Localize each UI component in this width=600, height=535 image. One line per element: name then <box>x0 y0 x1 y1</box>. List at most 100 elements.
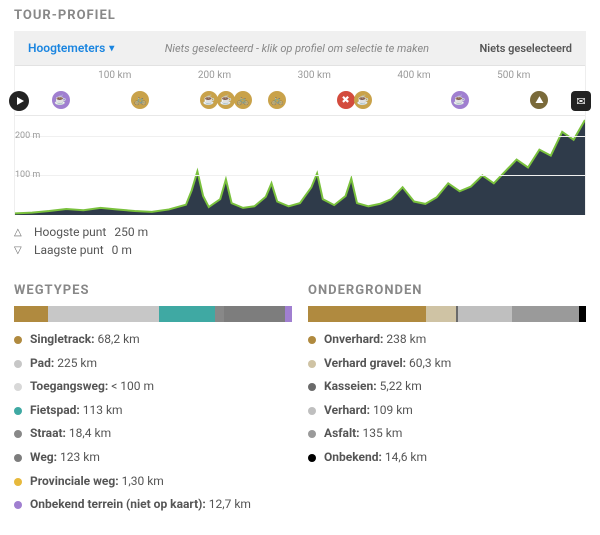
gridline <box>15 136 585 137</box>
xaxis-tick: 300 km <box>298 70 331 81</box>
triangle-down-icon: ▽ <box>14 245 26 256</box>
elevation-stats: △ Hoogste punt 250 m ▽ Laagste punt 0 m <box>0 215 600 275</box>
waytypes-column: WEGTYPES Singletrack: 68,2 km Pad: 225 km… <box>14 275 292 521</box>
lowest-point-row: ▽ Laagste punt 0 m <box>14 243 586 257</box>
legend-dot-icon <box>14 360 22 368</box>
poi-marker-icon[interactable]: 🚲 <box>131 91 149 109</box>
legend-text: Provinciale weg: 1,30 km <box>30 474 164 490</box>
surfaces-stackbar <box>308 306 586 322</box>
xaxis-tick: 400 km <box>397 70 430 81</box>
legend-dot-icon <box>14 501 22 509</box>
breakdown-columns: WEGTYPES Singletrack: 68,2 km Pad: 225 km… <box>0 275 600 535</box>
legend-text: Verhard: 109 km <box>324 403 413 419</box>
legend-item: Fietspad: 113 km <box>14 403 292 419</box>
triangle-up-icon: △ <box>14 227 26 238</box>
elevation-dropdown[interactable]: Hoogtemeters ▾ <box>28 41 114 55</box>
legend-item: Kasseien: 5,22 km <box>308 379 586 395</box>
legend-text: Asfalt: 135 km <box>324 426 402 442</box>
stackbar-segment <box>159 306 215 322</box>
legend-item: Verhard: 109 km <box>308 403 586 419</box>
legend-dot-icon <box>308 360 316 368</box>
stackbar-segment <box>285 306 291 322</box>
highest-value: 250 m <box>114 225 148 239</box>
highest-label: Hoogste punt <box>34 225 106 239</box>
legend-dot-icon <box>308 407 316 415</box>
surfaces-legend: Onverhard: 238 km Verhard gravel: 60,3 km… <box>308 332 586 466</box>
legend-dot-icon <box>308 336 316 344</box>
stackbar-segment <box>426 306 456 322</box>
legend-item: Provinciale weg: 1,30 km <box>14 474 292 490</box>
elevation-svg <box>15 116 585 215</box>
xaxis-tick: 100 km <box>98 70 131 81</box>
lowest-value: 0 m <box>112 243 132 257</box>
legend-text: Weg: 123 km <box>30 450 100 466</box>
legend-item: Straat: 18,4 km <box>14 426 292 442</box>
legend-dot-icon <box>308 430 316 438</box>
legend-text: Onverhard: 238 km <box>324 332 426 348</box>
poi-marker-icon[interactable]: ⛰ <box>530 91 548 109</box>
legend-item: Weg: 123 km <box>14 450 292 466</box>
selection-hint: Niets geselecteerd - klik op profiel om … <box>165 42 429 55</box>
legend-dot-icon <box>14 478 22 486</box>
stackbar-segment <box>14 306 48 322</box>
legend-dot-icon <box>14 336 22 344</box>
xaxis: 100 km200 km300 km400 km500 km <box>15 65 585 89</box>
legend-text: Verhard gravel: 60,3 km <box>324 356 451 372</box>
stackbar-segment <box>215 306 224 322</box>
waytypes-title: WEGTYPES <box>14 275 292 306</box>
xaxis-tick: 200 km <box>198 70 231 81</box>
profile-header: Hoogtemeters ▾ Niets geselecteerd - klik… <box>14 31 586 65</box>
start-marker-icon[interactable] <box>9 91 29 111</box>
legend-dot-icon <box>14 407 22 415</box>
elevation-chart[interactable]: 100 km200 km300 km400 km500 km ✉ ☕🚲☕☕🚲🚲✖… <box>14 65 586 215</box>
surfaces-title: ONDERGRONDEN <box>308 275 586 306</box>
legend-item: Onverhard: 238 km <box>308 332 586 348</box>
marker-row: ✉ ☕🚲☕☕🚲🚲✖☕☕⛰ <box>15 89 585 115</box>
legend-text: Pad: 225 km <box>30 356 97 372</box>
highest-point-row: △ Hoogste punt 250 m <box>14 225 586 239</box>
yaxis-label: 200 m <box>15 131 40 141</box>
legend-text: Kasseien: 5,22 km <box>324 379 422 395</box>
legend-item: Asfalt: 135 km <box>308 426 586 442</box>
stackbar-segment <box>224 306 285 322</box>
gridline <box>15 175 585 176</box>
poi-marker-icon[interactable]: 🚲 <box>234 91 252 109</box>
stackbar-segment <box>579 306 586 322</box>
stackbar-segment <box>48 306 159 322</box>
legend-text: Onbekend: 14,6 km <box>324 450 427 466</box>
stackbar-segment <box>512 306 579 322</box>
legend-dot-icon <box>14 430 22 438</box>
poi-marker-icon[interactable]: ☕ <box>52 91 70 109</box>
legend-dot-icon <box>14 454 22 462</box>
poi-marker-icon[interactable]: ☕ <box>451 91 469 109</box>
legend-item: Singletrack: 68,2 km <box>14 332 292 348</box>
legend-text: Onbekend terrein (niet op kaart): 12,7 k… <box>30 497 251 513</box>
legend-text: Singletrack: 68,2 km <box>30 332 140 348</box>
selection-status: Niets geselecteerd <box>480 42 573 55</box>
lowest-label: Laagste punt <box>34 243 104 257</box>
legend-item: Verhard gravel: 60,3 km <box>308 356 586 372</box>
legend-item: Pad: 225 km <box>14 356 292 372</box>
legend-dot-icon <box>308 383 316 391</box>
waytypes-stackbar <box>14 306 292 322</box>
stackbar-segment <box>308 306 426 322</box>
yaxis-label: 100 m <box>15 170 40 180</box>
poi-marker-icon[interactable]: 🚲 <box>268 91 286 109</box>
poi-marker-icon[interactable]: ☕ <box>217 91 235 109</box>
profile-section-title: TOUR-PROFIEL <box>0 0 600 31</box>
legend-item: Onbekend terrein (niet op kaart): 12,7 k… <box>14 497 292 513</box>
legend-text: Fietspad: 113 km <box>30 403 123 419</box>
stackbar-segment <box>458 306 512 322</box>
legend-text: Straat: 18,4 km <box>30 426 111 442</box>
poi-marker-icon[interactable]: ☕ <box>354 91 372 109</box>
poi-marker-icon[interactable]: ☕ <box>200 91 218 109</box>
end-marker-icon[interactable]: ✉ <box>571 91 591 111</box>
legend-dot-icon <box>308 454 316 462</box>
waytypes-legend: Singletrack: 68,2 km Pad: 225 km Toegangsw… <box>14 332 292 513</box>
dropdown-label: Hoogtemeters <box>28 41 105 55</box>
surfaces-column: ONDERGRONDEN Onverhard: 238 km Verhard gr… <box>308 275 586 521</box>
poi-marker-icon[interactable]: ✖ <box>337 91 355 109</box>
legend-item: Onbekend: 14,6 km <box>308 450 586 466</box>
legend-item: Toegangsweg: < 100 m <box>14 379 292 395</box>
elevation-plot[interactable]: 100 m 200 m <box>15 115 585 215</box>
